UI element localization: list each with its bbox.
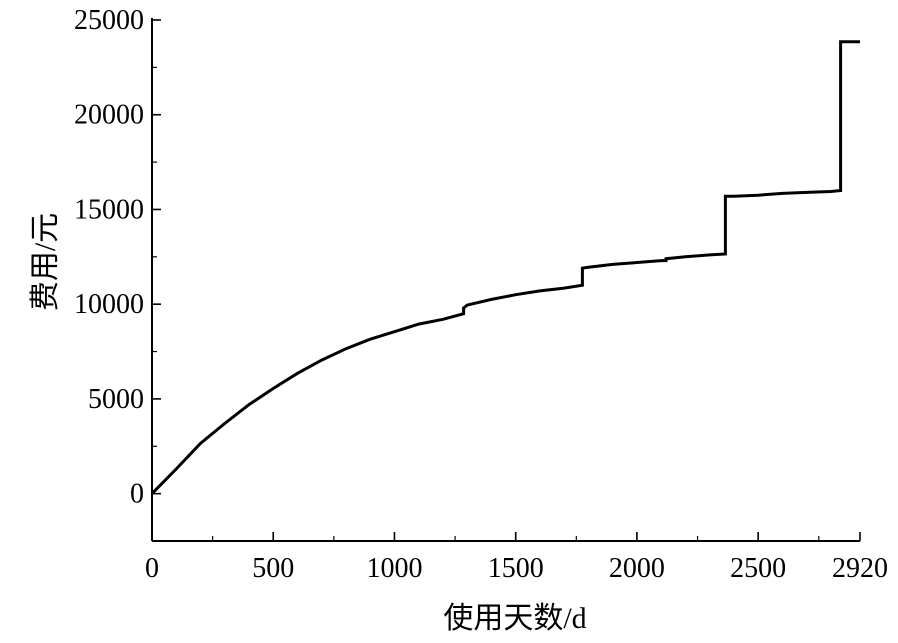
y-tick-label: 15000 <box>74 194 144 225</box>
axes <box>151 18 860 542</box>
ticks: 0 500 1000 1500 2000 2500 2920 0 5000 10000 15000 2… <box>74 5 888 584</box>
y-tick-label: 5000 <box>88 384 144 415</box>
x-tick-label: 500 <box>252 553 294 584</box>
x-axis-label: 使用天数/d <box>443 602 586 635</box>
y-tick-label: 25000 <box>74 5 144 36</box>
x-tick-label: 2920 <box>832 553 888 584</box>
x-tick-label: 2500 <box>730 553 786 584</box>
y-tick-label: 10000 <box>74 289 144 320</box>
series-line-0 <box>150 40 860 495</box>
series <box>150 40 860 495</box>
x-tick-label: 1500 <box>488 553 544 584</box>
x-tick-label: 0 <box>145 553 159 584</box>
x-tick-label: 1000 <box>366 553 422 584</box>
y-tick-label: 20000 <box>74 100 144 131</box>
y-axis-label: 费用/元 <box>29 213 62 311</box>
x-tick-label: 2000 <box>609 553 665 584</box>
y-tick-label: 0 <box>130 479 144 510</box>
